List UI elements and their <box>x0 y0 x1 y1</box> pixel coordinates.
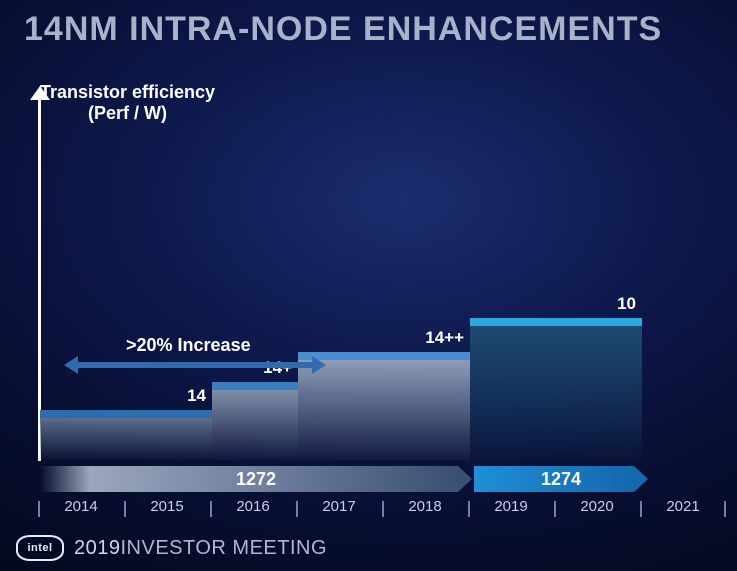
x-axis: 2014 2015 2016 2017 2018 2019 2020 2021 <box>38 498 728 526</box>
xaxis-year-label: 2015 <box>150 498 183 515</box>
arrow-line <box>76 362 314 368</box>
xaxis-year-label: 2017 <box>322 498 355 515</box>
xaxis-tick: 2014 <box>38 498 124 526</box>
node-arrow-label: 1272 <box>236 469 276 490</box>
node-arrow-label: 1274 <box>541 469 581 490</box>
xaxis-sep <box>382 501 384 517</box>
xaxis-tick: 2019 <box>468 498 554 526</box>
xaxis-year-label: 2016 <box>236 498 269 515</box>
xaxis-tick: 2017 <box>296 498 382 526</box>
arrow-right-head-icon <box>312 356 326 374</box>
xaxis-year-label: 2020 <box>580 498 613 515</box>
bar-10: 10 <box>470 318 642 460</box>
increase-annotation: >20% Increase <box>126 335 251 356</box>
intel-logo-icon: intel <box>16 535 64 561</box>
xaxis-year-label: 2018 <box>408 498 441 515</box>
slide: 14NM INTRA-NODE ENHANCEMENTS Transistor … <box>0 0 737 571</box>
bar-label: 14++ <box>298 328 464 348</box>
bar-14p: 14+ <box>212 382 298 460</box>
xaxis-sep <box>724 501 726 517</box>
bar-cap <box>212 382 298 390</box>
bar-label: 10 <box>470 294 636 314</box>
xaxis-year-label: 2021 <box>666 498 699 515</box>
footer-rest: INVESTOR MEETING <box>121 537 328 559</box>
slide-title: 14NM INTRA-NODE ENHANCEMENTS <box>24 10 662 49</box>
bar-body <box>212 390 298 460</box>
bar-body <box>40 418 212 460</box>
bars-container: 1414+14++10 <box>40 110 722 460</box>
xaxis-sep <box>38 501 40 517</box>
xaxis-tick: 2016 <box>210 498 296 526</box>
xaxis-tick: 2020 <box>554 498 640 526</box>
xaxis-sep <box>468 501 470 517</box>
node-strip: 1272 1274 <box>40 466 722 492</box>
xaxis-sep <box>124 501 126 517</box>
double-arrow-icon <box>64 358 326 372</box>
bar-cap <box>40 410 212 418</box>
y-axis-arrowhead-icon <box>30 86 50 100</box>
node-arrow-1274: 1274 <box>474 466 648 492</box>
xaxis-year-label: 2019 <box>494 498 527 515</box>
footer: intel 2019INVESTOR MEETING <box>16 535 327 561</box>
bar-label: 14 <box>40 386 206 406</box>
node-arrow-head-icon <box>634 466 648 492</box>
footer-text: 2019INVESTOR MEETING <box>74 537 327 560</box>
xaxis-sep <box>554 501 556 517</box>
node-arrow-head-icon <box>458 466 472 492</box>
bar-body <box>470 326 642 460</box>
xaxis-sep <box>296 501 298 517</box>
node-arrow-1272: 1272 <box>40 466 472 492</box>
xaxis-tick: 2018 <box>382 498 468 526</box>
bar-body <box>298 360 470 460</box>
xaxis-tick: 2015 <box>124 498 210 526</box>
bar-cap <box>470 318 642 326</box>
xaxis-tick: 2021 <box>640 498 726 526</box>
xaxis-sep <box>640 501 642 517</box>
xaxis-year-label: 2014 <box>64 498 97 515</box>
xaxis-sep <box>210 501 212 517</box>
chart-area: 1414+14++10 <box>32 96 722 468</box>
bar-14: 14 <box>40 410 212 460</box>
footer-year: 2019 <box>74 537 121 559</box>
